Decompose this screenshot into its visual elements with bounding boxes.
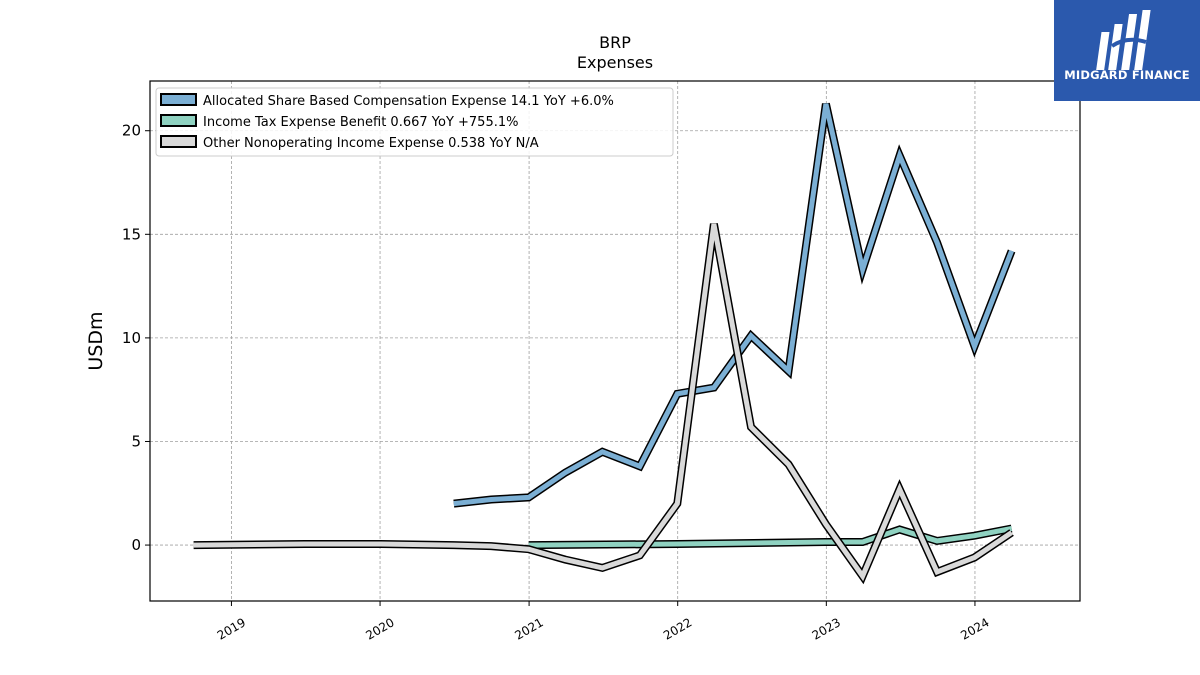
series-line-2 <box>193 223 1013 582</box>
plot-frame <box>149 80 1081 602</box>
x-axis: 2019 2020 2021 2022 2023 2024 <box>215 601 992 643</box>
grid <box>150 81 1080 601</box>
x-tick-label: 2019 <box>215 615 248 642</box>
legend-label-1: Income Tax Expense Benefit 0.667 YoY +75… <box>203 115 518 130</box>
x-tick-label: 2020 <box>363 615 396 642</box>
y-axis-label: USDm <box>85 311 107 370</box>
y-tick-label: 5 <box>131 432 141 450</box>
legend: Allocated Share Based Compensation Expen… <box>155 87 674 157</box>
x-tick-label: 2022 <box>661 615 694 642</box>
series-lines <box>193 102 1016 585</box>
legend-frame <box>155 87 674 157</box>
x-tick-label: 2024 <box>958 615 991 642</box>
y-tick-label: 10 <box>122 329 141 347</box>
brand-logo: MIDGARD FINANCE <box>1054 0 1200 101</box>
series-line-outline-0 <box>453 102 1016 508</box>
x-tick-label: 2021 <box>512 615 545 642</box>
x-tick-label: 2023 <box>810 615 843 642</box>
y-axis: 0 5 10 15 20 <box>122 122 150 554</box>
legend-label-2: Other Nonoperating Income Expense 0.538 … <box>203 136 539 151</box>
legend-label-0: Allocated Share Based Compensation Expen… <box>203 94 614 109</box>
chart-subtitle: Expenses <box>577 53 653 72</box>
y-tick-label: 0 <box>131 536 141 554</box>
chart-title: BRP <box>599 33 631 52</box>
logo-mark-icon <box>1096 10 1151 70</box>
legend-swatch-2 <box>160 135 197 148</box>
brand-name: MIDGARD FINANCE <box>1064 68 1190 82</box>
series-line-0 <box>453 103 1014 507</box>
y-tick-label: 15 <box>122 225 141 243</box>
legend-swatch-0 <box>160 93 197 106</box>
legend-swatch-1 <box>160 114 197 127</box>
y-tick-label: 20 <box>122 122 141 140</box>
series-line-outline-2 <box>193 223 1014 585</box>
